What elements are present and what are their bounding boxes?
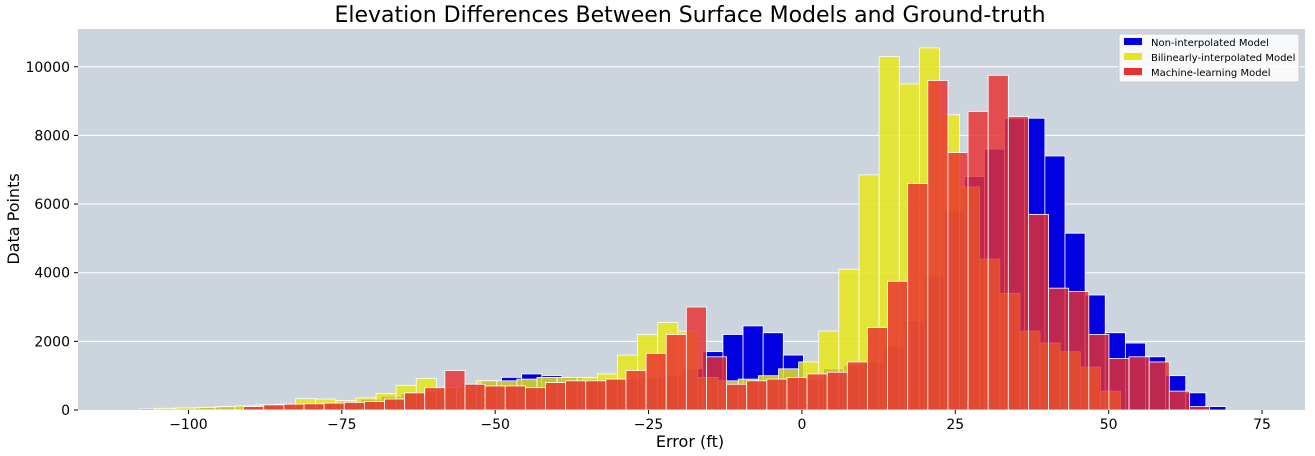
bar bbox=[194, 406, 216, 411]
bar bbox=[887, 280, 909, 411]
x-tick-label: 0 bbox=[797, 417, 806, 433]
bar bbox=[846, 361, 868, 411]
legend-swatch-machine-learning bbox=[1124, 68, 1142, 75]
y-tick-label: 8000 bbox=[34, 128, 70, 144]
bar bbox=[444, 370, 466, 411]
legend: Non-interpolated Model Bilinearly-interp… bbox=[1118, 33, 1300, 83]
bar bbox=[174, 407, 196, 411]
bar bbox=[1048, 287, 1070, 411]
bar bbox=[726, 383, 748, 411]
bar bbox=[706, 356, 727, 411]
bar bbox=[625, 370, 647, 411]
bar bbox=[1108, 358, 1130, 411]
bar bbox=[947, 152, 969, 411]
bar bbox=[685, 306, 707, 411]
y-tick-label: 10000 bbox=[25, 60, 70, 76]
bar bbox=[343, 402, 365, 411]
legend-swatch-bilinearly-interpolated bbox=[1124, 53, 1142, 60]
x-axis-label: Error (ft) bbox=[656, 432, 724, 451]
bar bbox=[545, 382, 567, 411]
histogram-bars bbox=[138, 47, 1227, 411]
bar bbox=[303, 403, 325, 411]
bar bbox=[1148, 361, 1170, 411]
bar bbox=[746, 380, 768, 411]
bar bbox=[1068, 291, 1090, 411]
bar bbox=[786, 376, 808, 411]
bar bbox=[1128, 356, 1150, 411]
bar bbox=[464, 383, 486, 411]
legend-label-non-interpolated: Non-interpolated Model bbox=[1151, 38, 1269, 49]
legend-label-bilinearly-interpolated: Bilinearly-interpolated Model bbox=[1151, 53, 1295, 64]
bar bbox=[1088, 334, 1110, 411]
x-tick-label: −25 bbox=[634, 417, 664, 433]
bar bbox=[263, 404, 285, 411]
bar bbox=[645, 352, 667, 411]
bar bbox=[826, 371, 848, 411]
bar bbox=[987, 74, 1009, 411]
bar bbox=[967, 110, 989, 411]
bar bbox=[504, 385, 526, 411]
bar bbox=[363, 401, 385, 411]
legend-label-machine-learning: Machine-learning Model bbox=[1151, 68, 1270, 79]
y-tick-label: 2000 bbox=[34, 334, 70, 350]
bar bbox=[806, 373, 828, 411]
bar bbox=[565, 380, 587, 411]
bar bbox=[243, 406, 265, 411]
bar bbox=[424, 387, 446, 411]
bar bbox=[605, 378, 627, 411]
bar bbox=[484, 385, 506, 411]
bar bbox=[323, 402, 345, 411]
bar bbox=[524, 387, 546, 411]
bar bbox=[283, 403, 305, 411]
bar bbox=[404, 392, 426, 411]
bar bbox=[1028, 213, 1049, 411]
bar bbox=[1189, 406, 1210, 411]
x-tick-label: −50 bbox=[480, 417, 510, 433]
y-tick-label: 0 bbox=[61, 403, 70, 419]
bar bbox=[766, 378, 788, 411]
bar bbox=[154, 407, 176, 411]
y-tick-label: 6000 bbox=[34, 197, 70, 213]
bar bbox=[907, 183, 929, 411]
bar bbox=[1168, 390, 1190, 411]
bar bbox=[384, 398, 406, 411]
bar bbox=[665, 334, 687, 411]
legend-box bbox=[1118, 33, 1300, 83]
legend-swatch-non-interpolated bbox=[1124, 38, 1142, 45]
x-tick-label: 75 bbox=[1253, 417, 1271, 433]
y-axis-ticks: 0 2000 4000 6000 8000 10000 bbox=[25, 60, 78, 419]
bar bbox=[927, 80, 949, 411]
y-tick-label: 4000 bbox=[34, 266, 70, 282]
x-tick-label: 25 bbox=[946, 417, 964, 433]
x-tick-label: −75 bbox=[327, 417, 357, 433]
y-axis-label: Data Points bbox=[4, 173, 23, 264]
x-tick-label: −100 bbox=[169, 417, 207, 433]
series-machine-learning-model bbox=[243, 74, 1210, 411]
x-tick-label: 50 bbox=[1100, 417, 1118, 433]
x-axis-ticks: −100 −75 −50 −25 0 25 50 75 bbox=[169, 410, 1271, 433]
bar bbox=[1007, 116, 1029, 411]
bar bbox=[214, 406, 236, 411]
bar bbox=[585, 380, 607, 411]
chart-title: Elevation Differences Between Surface Mo… bbox=[334, 3, 1045, 28]
bar bbox=[867, 327, 888, 411]
